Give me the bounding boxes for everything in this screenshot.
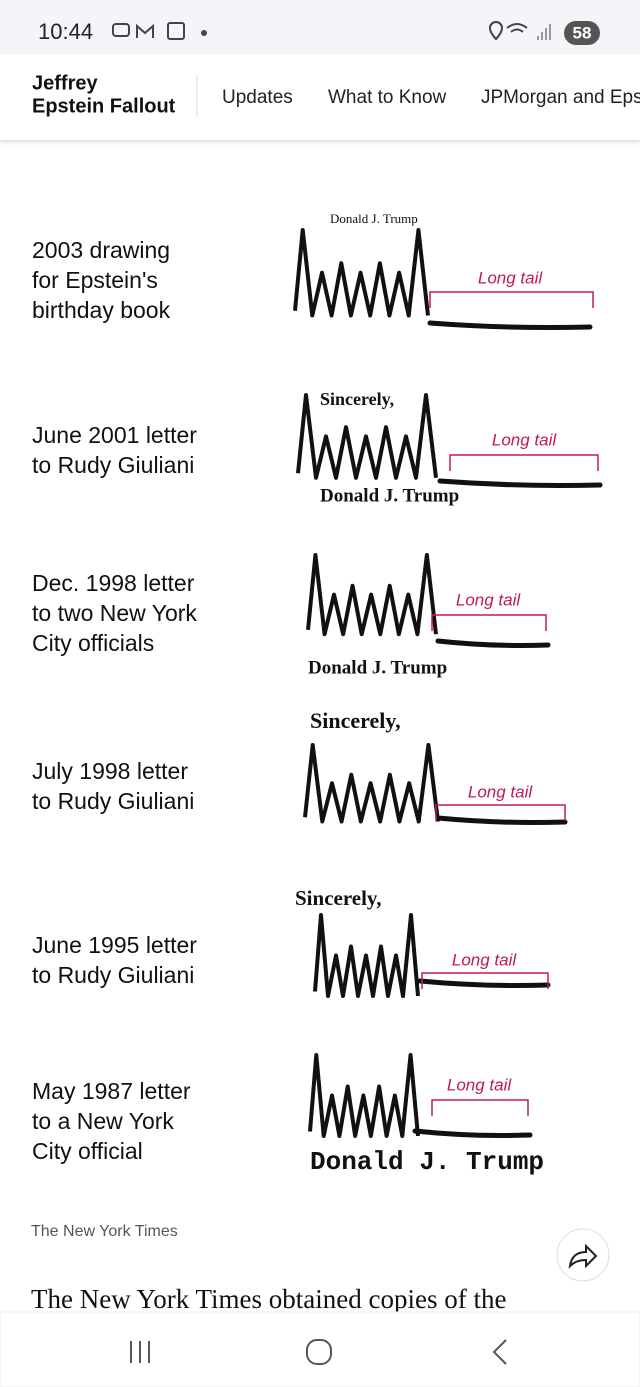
signature-label: birthday book xyxy=(32,297,171,323)
signature-label: to Rudy Giuliani xyxy=(32,788,194,814)
body-text: The New York Times obtained copies of th… xyxy=(31,1284,506,1314)
signature-tail xyxy=(435,815,568,825)
signature-tail xyxy=(417,978,551,988)
signature-tail xyxy=(435,638,551,648)
signature-text: Sincerely, xyxy=(310,708,401,733)
signature-tail xyxy=(427,320,593,330)
signature-scribble xyxy=(308,1053,420,1138)
signature-text: Donald J. Trump xyxy=(320,485,459,506)
battery-level: 58 xyxy=(573,23,592,42)
tail-bracket xyxy=(431,1099,529,1116)
system-nav-icons xyxy=(130,1339,507,1365)
nav-title[interactable]: Epstein Fallout xyxy=(32,95,176,117)
tail-bracket xyxy=(435,804,566,821)
tail-bracket xyxy=(429,291,594,308)
signature-label: to Rudy Giuliani xyxy=(32,962,194,988)
nav-title[interactable]: Jeffrey xyxy=(32,72,98,94)
signature-label: June 2001 letter xyxy=(32,422,197,448)
signature-label: 2003 drawing xyxy=(32,237,170,263)
signature-text: Sincerely, xyxy=(320,389,394,409)
signature-scribble xyxy=(296,393,438,480)
nav-tab[interactable]: What to Know xyxy=(328,87,447,108)
nav-tab[interactable]: JPMorgan and Eps xyxy=(481,87,640,108)
clock: 10:44 xyxy=(38,19,93,44)
share-button[interactable] xyxy=(556,1228,610,1282)
signature-label: to a New York xyxy=(32,1108,174,1134)
signature-label: July 1998 letter xyxy=(32,758,188,784)
signature-label: City officials xyxy=(32,630,154,656)
signature-text: Sincerely, xyxy=(295,886,382,910)
signature-label: to Rudy Giuliani xyxy=(32,452,194,478)
signature-label: to two New York xyxy=(32,600,197,626)
tail-annotation: Long tail xyxy=(492,430,557,449)
signature-text: Donald J. Trump xyxy=(310,1147,544,1177)
tail-annotation: Long tail xyxy=(456,590,521,609)
battery xyxy=(564,21,600,45)
share-icon xyxy=(568,1243,598,1269)
status-bar xyxy=(0,0,640,54)
signature-scribble xyxy=(293,228,430,318)
tail-annotation: Long tail xyxy=(478,268,543,287)
tail-bracket xyxy=(449,454,599,471)
signature-scribble xyxy=(313,913,420,998)
signature-label: for Epstein's xyxy=(32,267,158,293)
tail-bracket xyxy=(431,614,547,631)
signature-label: Dec. 1998 letter xyxy=(32,570,195,596)
credit: The New York Times xyxy=(31,1223,178,1240)
tail-bracket xyxy=(421,972,549,989)
signature-tail xyxy=(412,1128,533,1138)
status-icons xyxy=(112,21,551,41)
nav-tab[interactable]: Updates xyxy=(222,87,293,108)
tail-annotation: Long tail xyxy=(452,950,517,969)
system-nav xyxy=(0,1311,640,1387)
signature-scribble xyxy=(303,743,440,824)
signature-label: May 1987 letter xyxy=(32,1078,191,1104)
signature-label: June 1995 letter xyxy=(32,932,197,958)
signature-scribble xyxy=(306,553,438,637)
tail-annotation: Long tail xyxy=(468,782,533,801)
signature-text: Donald J. Trump xyxy=(330,211,418,226)
signature-text: Donald J. Trump xyxy=(308,657,447,678)
signature-tail xyxy=(437,478,603,488)
tail-annotation: Long tail xyxy=(447,1075,512,1094)
signature-label: City official xyxy=(32,1138,143,1164)
